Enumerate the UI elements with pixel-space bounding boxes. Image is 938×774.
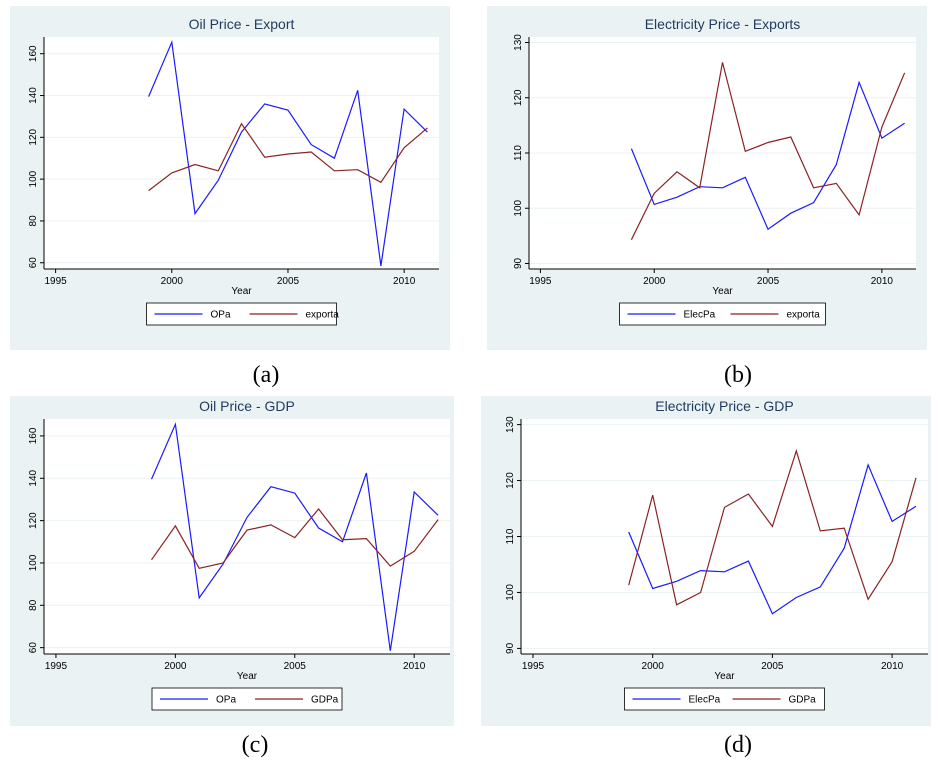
legend-label-elecpa: ElecPa (684, 310, 716, 321)
y-tick-label-160: 160 (28, 45, 39, 62)
chart-title: Electricity Price - Exports (645, 16, 801, 32)
y-tick-label-120: 120 (28, 129, 39, 146)
legend-box (624, 687, 825, 711)
chart-oil-price-export: 60 80 100 120 140 160 1995 2000 2005 2010 Year Oil … (10, 6, 450, 350)
series-line-exporta (630, 62, 906, 240)
x-tick-label-2005: 2005 (757, 276, 780, 287)
legend-label-exporta: exporta (787, 310, 821, 321)
y-tick-label-100: 100 (28, 170, 39, 187)
y-tick-label-120: 120 (505, 472, 516, 489)
series-line-opa (148, 39, 428, 266)
y-tick-label-110: 110 (505, 528, 516, 544)
chart-svg-a: 60 80 100 120 140 160 1995 2000 2005 2010 Year Oil … (10, 6, 450, 350)
x-axis-title: Year (237, 671, 258, 682)
y-tick-label-140: 140 (28, 470, 39, 487)
y-tick-label-90: 90 (513, 257, 524, 269)
x-tick-label-2010: 2010 (403, 661, 426, 672)
plot-area (44, 419, 450, 654)
series-line-exporta (148, 122, 428, 192)
legend-label-gdpa: GDPa (311, 695, 339, 706)
caption-d: (d) (724, 732, 752, 758)
x-tick-label-2000: 2000 (164, 661, 187, 672)
y-tick-label-110: 110 (513, 145, 524, 161)
chart-title: Electricity Price - GDP (655, 398, 793, 414)
y-tick-label-80: 80 (28, 215, 39, 227)
legend: ElecPa GDPa (624, 687, 825, 711)
chart-title: Oil Price - Export (189, 16, 295, 32)
series-line-elecpa (628, 463, 917, 615)
series-line-gdpa (151, 508, 439, 569)
y-tick-label-130: 130 (513, 34, 524, 51)
x-tick-label-1995: 1995 (45, 661, 68, 672)
x-tick-label-2005: 2005 (284, 661, 307, 672)
x-tick-label-2010: 2010 (881, 661, 904, 672)
legend-label-elecpa: ElecPa (689, 695, 721, 706)
x-tick-label-2005: 2005 (277, 276, 300, 287)
x-tick-label-1995: 1995 (529, 276, 552, 287)
y-tick-label-140: 140 (28, 87, 39, 104)
caption-c: (c) (241, 732, 269, 758)
x-tick-label-2000: 2000 (642, 661, 665, 672)
legend: OPa GDPa (151, 687, 343, 711)
y-tick-label-90: 90 (505, 642, 516, 654)
x-tick-label-1995: 1995 (522, 661, 545, 672)
legend-label-gdpa: GDPa (789, 695, 817, 706)
chart-title: Oil Price - GDP (199, 398, 295, 414)
y-tick-label-100: 100 (513, 199, 524, 216)
legend: ElecPa exporta (619, 302, 826, 326)
x-axis-title: Year (231, 286, 252, 297)
x-axis-title: Year (714, 671, 735, 682)
x-axis-title: Year (712, 286, 733, 297)
legend-label-opa: OPa (211, 310, 231, 321)
y-tick-label-100: 100 (505, 584, 516, 601)
legend-box (146, 302, 337, 326)
y-tick-label-60: 60 (28, 642, 39, 654)
x-tick-label-2000: 2000 (161, 276, 184, 287)
plot-area (44, 37, 439, 269)
y-tick-label-130: 130 (505, 416, 516, 433)
legend: OPa exporta (146, 302, 340, 326)
series-line-opa (150, 422, 439, 651)
legend-label-exporta: exporta (306, 310, 340, 321)
chart-svg-d: 90 100 110 120 130 1995 2000 2005 2010 Year Electr… (481, 396, 931, 726)
legend-label-opa: OPa (216, 695, 236, 706)
legend-box (619, 302, 826, 326)
y-tick-label-120: 120 (28, 512, 39, 529)
y-tick-label-60: 60 (28, 257, 39, 269)
x-tick-label-2000: 2000 (643, 276, 666, 287)
chart-oil-price-gdp: 60 80 100 120 140 160 1995 2000 2005 2010 Year Oil … (10, 396, 454, 726)
series-line-elecpa (630, 80, 905, 231)
y-tick-label-80: 80 (28, 599, 39, 611)
chart-svg-b: 90 100 110 120 130 1995 2000 2005 2010 Year Electr… (487, 6, 927, 350)
caption-b: (b) (724, 362, 752, 388)
x-tick-label-2010: 2010 (393, 276, 416, 287)
x-tick-label-1995: 1995 (44, 276, 67, 287)
x-tick-label-2010: 2010 (871, 276, 894, 287)
caption-a: (a) (252, 362, 280, 388)
chart-electricity-price-gdp: 90 100 110 120 130 1995 2000 2005 2010 Year Electr… (481, 396, 931, 726)
chart-electricity-price-exports: 90 100 110 120 130 1995 2000 2005 2010 Year Electr… (487, 6, 927, 350)
chart-svg-c: 60 80 100 120 140 160 1995 2000 2005 2010 Year Oil … (10, 396, 454, 726)
legend-box (151, 687, 343, 711)
y-tick-label-100: 100 (28, 554, 39, 571)
y-tick-label-160: 160 (28, 427, 39, 444)
y-tick-label-120: 120 (513, 89, 524, 106)
series-line-gdpa (628, 448, 917, 606)
x-tick-label-2005: 2005 (761, 661, 784, 672)
